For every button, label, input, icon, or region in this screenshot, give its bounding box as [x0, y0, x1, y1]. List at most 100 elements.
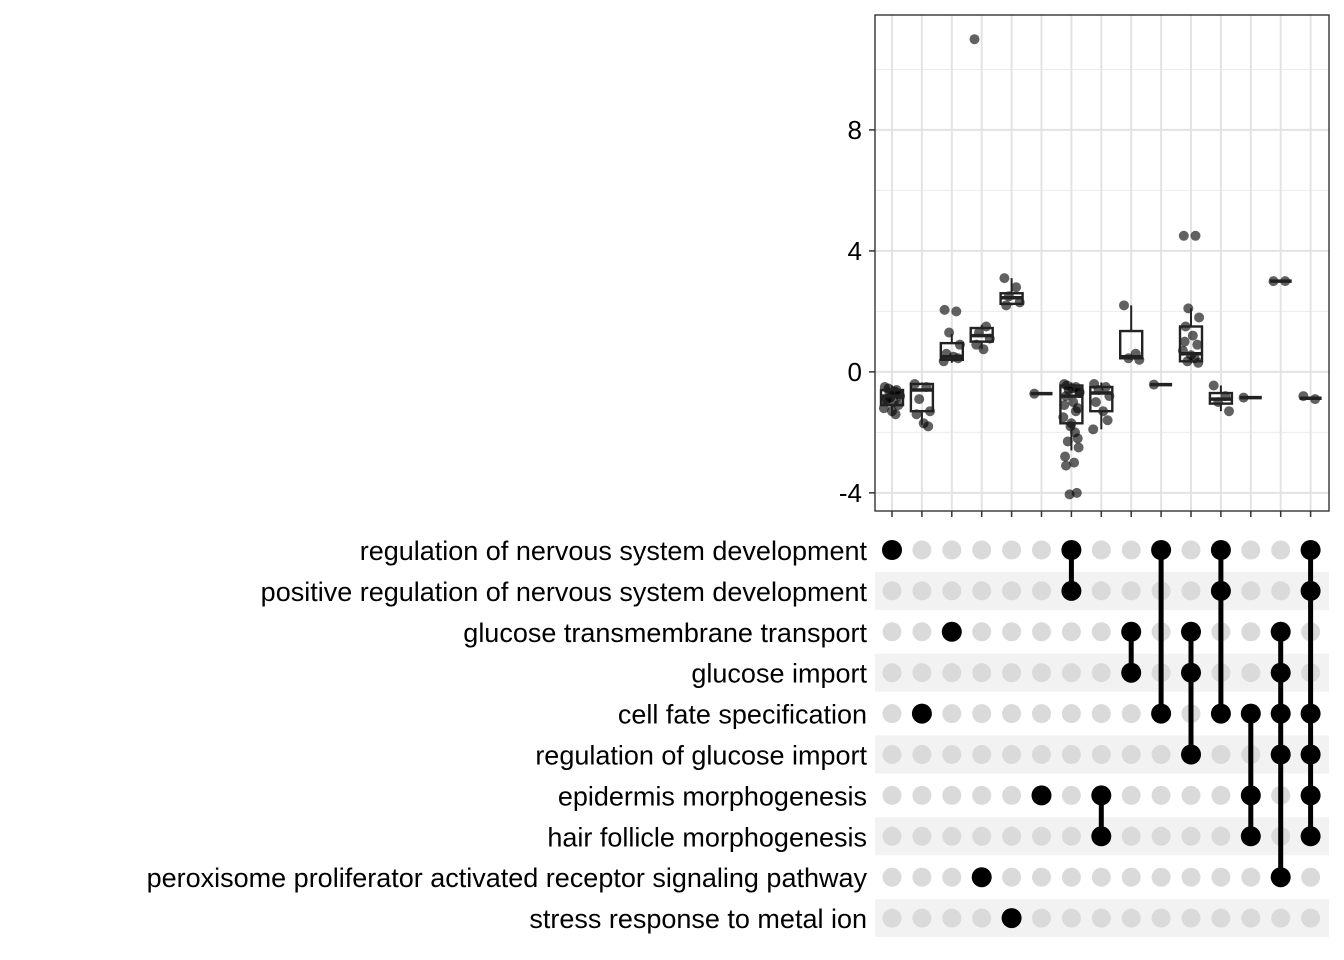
matrix-dot-empty	[1121, 785, 1141, 805]
set-label: glucose transmembrane transport	[463, 618, 867, 648]
matrix-dot-empty	[1301, 867, 1321, 887]
data-point	[1208, 380, 1219, 391]
matrix-dot-filled	[1270, 867, 1291, 888]
matrix-dot-filled	[1240, 785, 1261, 806]
matrix-dot-empty	[1002, 622, 1022, 642]
matrix-dot-empty	[882, 908, 902, 928]
matrix-dot-empty	[1061, 908, 1081, 928]
set-label: glucose import	[691, 659, 867, 689]
matrix-dot-empty	[1061, 622, 1081, 642]
data-point	[1060, 451, 1071, 462]
matrix-dot-filled	[1300, 744, 1321, 765]
data-point	[1119, 300, 1129, 311]
matrix-dot-filled	[1300, 580, 1321, 601]
data-point	[999, 273, 1010, 284]
matrix-dot-empty	[1061, 745, 1081, 764]
matrix-dot-empty	[1121, 867, 1141, 887]
data-point	[1061, 460, 1071, 471]
data-point	[1073, 442, 1084, 453]
matrix-dot-filled	[1240, 703, 1261, 724]
y-tick-label: 4	[848, 236, 862, 266]
box	[909, 382, 935, 413]
matrix-dot-empty	[942, 704, 962, 724]
matrix-dot-filled	[1210, 580, 1231, 601]
matrix-dot-empty	[1211, 908, 1231, 928]
data-point	[1178, 230, 1189, 241]
matrix-dot-empty	[1002, 581, 1022, 601]
intersection-matrix	[882, 540, 1321, 929]
matrix-dot-filled	[1270, 703, 1291, 724]
data-point	[1187, 330, 1198, 341]
y-tick-label: 0	[848, 357, 862, 387]
matrix-dot-empty	[972, 663, 992, 683]
matrix-dot-filled	[911, 703, 932, 724]
matrix-dot-empty	[882, 581, 902, 601]
y-tick-label: 8	[848, 115, 862, 145]
matrix-dot-empty	[1061, 704, 1081, 724]
data-point	[951, 306, 962, 317]
set-label: regulation of nervous system development	[360, 536, 868, 566]
matrix-dot-filled	[1270, 621, 1291, 642]
matrix-dot-empty	[1091, 622, 1111, 642]
matrix-dot-empty	[1091, 908, 1111, 928]
matrix-dot-empty	[882, 785, 902, 805]
set-label: cell fate specification	[618, 700, 867, 730]
matrix-dot-empty	[1002, 826, 1022, 846]
data-point	[1072, 433, 1083, 444]
matrix-dot-filled	[1181, 744, 1201, 765]
matrix-dot-empty	[972, 745, 992, 764]
data-point	[890, 409, 901, 420]
matrix-dot-filled	[1300, 703, 1321, 724]
matrix-dot-empty	[1032, 622, 1051, 642]
matrix-dot-empty	[1121, 704, 1141, 724]
matrix-dot-empty	[972, 581, 992, 601]
matrix-dot-empty	[1181, 581, 1201, 601]
matrix-dot-filled	[1121, 621, 1142, 642]
data-point	[1194, 312, 1205, 323]
matrix-dot-empty	[1121, 826, 1141, 846]
matrix-dot-empty	[1271, 540, 1291, 560]
matrix-dot-empty	[1002, 867, 1022, 887]
data-point	[978, 344, 989, 355]
matrix-dot-empty	[882, 745, 902, 764]
data-point	[923, 421, 934, 432]
matrix-dot-empty	[1151, 826, 1171, 846]
matrix-dot-empty	[912, 581, 932, 601]
matrix-dot-empty	[1002, 785, 1022, 805]
matrix-dot-filled	[1031, 785, 1052, 806]
set-label: positive regulation of nervous system de…	[261, 577, 868, 607]
data-point	[969, 34, 980, 45]
data-point	[1102, 415, 1113, 426]
set-label: epidermis morphogenesis	[558, 781, 867, 811]
matrix-dot-empty	[1032, 581, 1051, 601]
matrix-dot-empty	[1121, 908, 1141, 928]
box	[1059, 384, 1084, 425]
matrix-dot-empty	[1032, 540, 1051, 560]
matrix-dot-empty	[1061, 867, 1081, 887]
matrix-dot-empty	[1032, 663, 1051, 683]
matrix-dot-empty	[972, 704, 992, 724]
data-point	[1001, 300, 1012, 311]
box	[939, 341, 964, 361]
matrix-dot-empty	[1211, 867, 1231, 887]
data-point	[1090, 397, 1101, 408]
matrix-dot-empty	[1091, 704, 1111, 724]
matrix-dot-empty	[1241, 908, 1261, 928]
matrix-dot-filled	[1181, 621, 1201, 642]
matrix-dot-empty	[1002, 745, 1022, 764]
matrix-dot-filled	[1300, 826, 1321, 847]
matrix-dot-empty	[912, 540, 932, 560]
matrix-dot-filled	[971, 867, 992, 888]
matrix-dot-empty	[1091, 867, 1111, 887]
matrix-dot-filled	[1210, 540, 1231, 560]
matrix-dot-empty	[1241, 663, 1261, 683]
matrix-dot-empty	[1241, 867, 1261, 887]
matrix-dot-filled	[1091, 785, 1112, 806]
matrix-dot-empty	[1002, 704, 1022, 724]
matrix-dot-empty	[942, 540, 962, 560]
data-point	[1011, 282, 1022, 293]
matrix-dot-empty	[912, 663, 932, 683]
matrix-dot-empty	[882, 704, 902, 724]
matrix-dot-empty	[1091, 540, 1111, 560]
